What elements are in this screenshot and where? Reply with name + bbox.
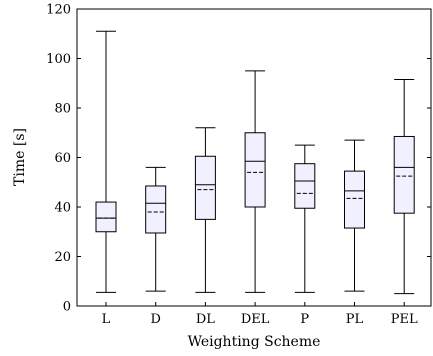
box-l bbox=[95, 30, 117, 293]
box-dl bbox=[194, 127, 216, 293]
x-axis-ticks: L D DL DEL P PL PEL bbox=[102, 302, 418, 327]
plot-frame bbox=[76, 8, 432, 307]
box-pel bbox=[393, 79, 415, 295]
x-tick-label: DEL bbox=[241, 312, 270, 327]
iqr-box bbox=[344, 170, 365, 229]
x-tick-label: PEL bbox=[391, 312, 418, 327]
x-tick-label: DL bbox=[196, 312, 215, 327]
y-tick-label: 80 bbox=[54, 102, 71, 117]
boxes-layer bbox=[95, 30, 415, 295]
y-axis-label: Time [s] bbox=[12, 128, 28, 186]
y-tick-label: 100 bbox=[46, 52, 71, 67]
y-tick-label: 60 bbox=[54, 151, 71, 166]
y-tick-label: 0 bbox=[63, 300, 71, 315]
iqr-box bbox=[194, 155, 216, 220]
y-tick-label: 120 bbox=[46, 3, 71, 18]
x-tick-label: D bbox=[150, 312, 160, 327]
iqr-box bbox=[145, 185, 167, 234]
box-pl bbox=[344, 139, 365, 292]
x-tick-label: L bbox=[102, 312, 111, 327]
x-axis-label: Weighting Scheme bbox=[188, 334, 321, 350]
box-del bbox=[244, 70, 266, 293]
y-axis-ticks: 0 20 40 60 80 100 120 bbox=[46, 3, 431, 315]
box-p bbox=[294, 144, 316, 293]
y-tick-label: 20 bbox=[54, 250, 71, 265]
box-d bbox=[145, 166, 167, 292]
x-tick-label: PL bbox=[346, 312, 364, 327]
iqr-box bbox=[95, 201, 117, 233]
x-tick-label: P bbox=[300, 312, 309, 327]
y-tick-label: 40 bbox=[54, 201, 71, 216]
iqr-box bbox=[393, 135, 415, 214]
iqr-box bbox=[294, 163, 316, 209]
iqr-box bbox=[244, 132, 266, 208]
